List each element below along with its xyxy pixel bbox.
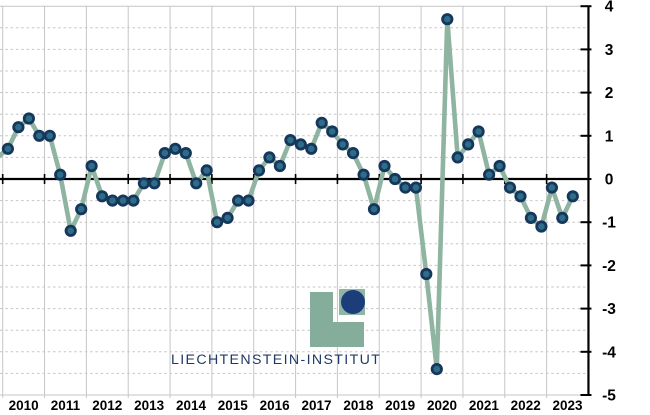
y-tick-label: 2 xyxy=(605,85,614,102)
data-point-marker xyxy=(524,211,538,224)
data-point-marker xyxy=(545,181,559,194)
data-point-marker xyxy=(252,164,266,177)
y-tick-label: 0 xyxy=(605,172,614,189)
data-point-marker xyxy=(64,224,77,237)
data-point-marker xyxy=(116,194,130,207)
data-point-marker xyxy=(462,138,475,151)
data-point-marker xyxy=(535,220,548,233)
data-point-marker xyxy=(75,203,88,216)
data-point-marker xyxy=(399,181,412,194)
data-point-marker xyxy=(263,151,276,164)
data-point-marker xyxy=(378,159,391,173)
data-point-marker xyxy=(43,129,56,142)
data-point-marker xyxy=(85,159,98,173)
data-point-marker xyxy=(472,125,485,138)
data-point-marker xyxy=(441,13,454,26)
x-tick-label: 2017 xyxy=(301,398,331,413)
data-point-marker xyxy=(221,211,234,224)
x-tick-label: 2011 xyxy=(51,398,81,413)
data-point-marker xyxy=(148,177,161,190)
data-point-marker xyxy=(127,194,140,207)
data-point-marker xyxy=(22,112,36,125)
data-point-marker xyxy=(1,142,14,155)
x-tick-label: 2010 xyxy=(9,398,39,413)
data-point-marker xyxy=(482,168,496,181)
data-point-marker xyxy=(169,142,182,155)
data-point-marker xyxy=(200,164,213,177)
x-tick-label: 2014 xyxy=(176,398,207,413)
x-tick-label: 2012 xyxy=(92,398,122,413)
x-tick-label: 2018 xyxy=(343,398,374,413)
data-point-marker xyxy=(503,181,517,194)
y-tick-label: -5 xyxy=(602,388,616,405)
data-point-marker xyxy=(190,177,203,190)
data-point-marker xyxy=(232,194,245,207)
y-tick-label: -4 xyxy=(602,344,616,361)
x-tick-label: 2021 xyxy=(469,398,500,413)
y-tick-label: 4 xyxy=(605,0,614,16)
data-point-marker xyxy=(284,134,297,147)
y-tick-label: -1 xyxy=(602,215,616,232)
data-point-marker xyxy=(242,194,255,207)
y-tick-label: -3 xyxy=(602,301,616,318)
data-point-marker xyxy=(336,138,349,151)
y-tick-label: 1 xyxy=(605,128,614,145)
data-point-marker xyxy=(451,151,464,164)
data-point-marker xyxy=(12,121,25,134)
data-point-marker xyxy=(493,159,506,173)
data-point-marker xyxy=(137,177,150,190)
y-tick-label: 3 xyxy=(605,42,614,59)
data-point-marker xyxy=(106,194,119,207)
data-point-marker xyxy=(158,147,171,160)
data-point-marker xyxy=(305,142,318,155)
data-point-marker xyxy=(388,172,402,186)
data-point-marker xyxy=(346,147,360,160)
x-tick-label: 2019 xyxy=(385,398,415,413)
data-point-marker xyxy=(96,190,109,203)
data-point-marker xyxy=(566,190,579,203)
data-point-marker xyxy=(357,168,370,181)
data-point-marker xyxy=(273,159,286,173)
data-point-marker xyxy=(33,129,46,142)
x-tick-label: 2022 xyxy=(511,398,541,413)
data-point-marker xyxy=(294,138,307,151)
x-tick-label: 2015 xyxy=(218,398,249,413)
data-point-marker xyxy=(514,190,527,203)
data-point-marker xyxy=(409,181,422,194)
data-point-marker xyxy=(54,168,67,181)
x-tick-label: 2023 xyxy=(553,398,584,413)
data-point-marker xyxy=(179,147,192,160)
x-tick-label: 2016 xyxy=(260,398,291,413)
data-point-marker xyxy=(315,116,328,129)
y-tick-label: -2 xyxy=(602,258,616,275)
data-point-marker xyxy=(367,203,381,216)
data-point-marker xyxy=(556,211,569,224)
x-tick-label: 2020 xyxy=(427,398,457,413)
data-point-marker xyxy=(420,267,433,281)
data-point-marker xyxy=(211,216,224,229)
data-point-marker xyxy=(430,362,443,376)
x-tick-label: 2013 xyxy=(134,398,165,413)
data-point-marker xyxy=(326,125,339,138)
